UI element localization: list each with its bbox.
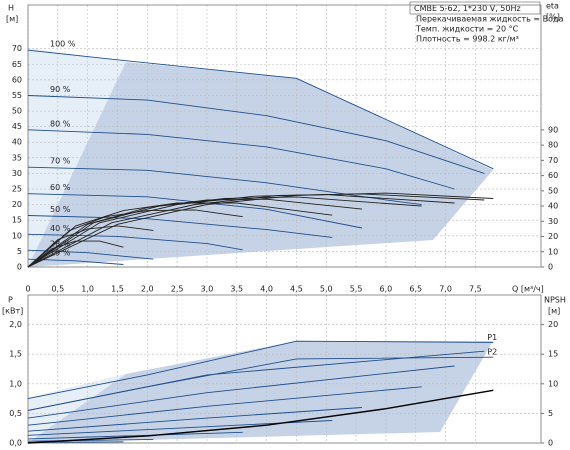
y2-tick-label: 0 [548, 263, 553, 272]
y-tick-label: 45 [12, 122, 22, 131]
series-line [27, 209, 243, 268]
speed-label: 80 % [50, 119, 71, 128]
y-tick-label: 65 [12, 60, 22, 69]
series-line [27, 166, 422, 206]
speed-label: 19 % [50, 249, 71, 258]
y-tick-label: 40 [12, 138, 22, 147]
x-tick-label: 7,5 [469, 285, 482, 294]
y-tick-label: 2,0 [9, 320, 22, 329]
y2-tick-label: 15 [548, 350, 558, 359]
power-area [28, 341, 493, 443]
annotation: Плотность = 998.2 кг/м³ [416, 35, 519, 44]
series-line [27, 249, 154, 260]
annotation: Перекачиваемая жидкость = Вода [416, 15, 564, 24]
y2-tick-label: 90 [548, 125, 558, 134]
speed-label: 50 % [50, 205, 71, 214]
speed-label: 60 % [50, 183, 71, 192]
y-unit: [кВт] [2, 307, 23, 316]
y2-tick-label: 40 [548, 202, 558, 211]
y-label: H [8, 4, 14, 13]
speed-label: 90 % [50, 85, 71, 94]
series-line [27, 340, 494, 400]
x-tick-label: 3,5 [230, 285, 243, 294]
series-line [27, 407, 363, 432]
y2-tick-label: 0 [548, 439, 553, 448]
y2-label: NPSH [544, 296, 566, 305]
y2-tick-label: 30 [548, 217, 558, 226]
x-tick-label: 5,5 [350, 285, 363, 294]
y2-tick-label: 10 [548, 247, 558, 256]
x-tick-label: 0 [25, 285, 30, 294]
series-line [27, 240, 124, 268]
y-tick-label: 25 [12, 185, 22, 194]
y2-tick-label: 5 [548, 409, 553, 418]
x-tick-label: 6,5 [409, 285, 422, 294]
x-tick-label: 4,5 [290, 285, 303, 294]
speed-label: 70 % [50, 157, 71, 166]
x-tick-label: 4,0 [260, 285, 273, 294]
series-line [27, 49, 494, 170]
series-line [27, 194, 455, 268]
y2-tick-label: 20 [548, 232, 558, 241]
series-label: P1 [487, 333, 497, 342]
series-line [27, 438, 154, 442]
power-area-light [28, 374, 126, 443]
y-tick-label: 0,0 [9, 439, 22, 448]
series-line [27, 386, 422, 426]
x-tick-label: 7,0 [439, 285, 452, 294]
y-tick-label: 20 [12, 200, 22, 209]
y2-tick-label: 50 [548, 186, 558, 195]
series-line [27, 225, 154, 268]
y2-tick-label: 10 [548, 379, 558, 388]
series-line [27, 365, 455, 419]
y2-unit: [%] [546, 13, 560, 22]
series-label: P2 [487, 348, 497, 357]
operating-area-light [28, 48, 126, 267]
series-line [27, 389, 494, 444]
y-tick-label: 50 [12, 107, 22, 116]
plot-frame [27, 294, 542, 444]
x-tick-label: 3,0 [201, 285, 214, 294]
series-line [27, 350, 485, 411]
y-tick-label: 1,0 [9, 379, 22, 388]
speed-label: 40 % [50, 224, 71, 233]
x-tick-label: 6,0 [380, 285, 393, 294]
x-tick-label: 2,0 [141, 285, 154, 294]
y-tick-label: 0,5 [9, 409, 22, 418]
series-line [27, 129, 455, 190]
y-tick-label: 70 [12, 44, 22, 53]
y-label: P [8, 296, 13, 305]
y-tick-label: 0 [17, 263, 22, 272]
x-label: Q [м³/ч] [512, 285, 544, 294]
series-line [27, 215, 333, 238]
series-line [27, 95, 485, 174]
series-line [27, 192, 494, 268]
series-line [27, 198, 363, 268]
y-unit: [м] [6, 15, 18, 24]
y-tick-label: 35 [12, 153, 22, 162]
y-tick-label: 60 [12, 75, 22, 84]
speed-label: 100 % [50, 40, 76, 49]
y-tick-label: 55 [12, 91, 22, 100]
annotation: Темп. жидкости = 20 °C [415, 25, 519, 34]
y2-unit: [м] [548, 307, 560, 316]
plot-frame [27, 4, 542, 268]
y2-tick-label: 20 [548, 320, 558, 329]
y2-tick-label: 70 [548, 156, 558, 165]
y2-tick-label: 80 [548, 141, 558, 150]
chart-title: CMBE 5-62, 1*230 V, 50Hz [414, 4, 521, 13]
y-tick-label: 1,5 [9, 350, 22, 359]
y-tick-label: 5 [17, 247, 22, 256]
y-tick-label: 10 [12, 231, 22, 240]
y-tick-label: 30 [12, 169, 22, 178]
x-tick-label: 2,5 [171, 285, 184, 294]
y2-tick-label: 60 [548, 171, 558, 180]
x-tick-label: 1,0 [81, 285, 94, 294]
x-tick-label: 0,5 [51, 285, 64, 294]
x-tick-label: 1,5 [111, 285, 124, 294]
y-tick-label: 15 [12, 216, 22, 225]
x-tick-label: 5,0 [320, 285, 333, 294]
y2-label: eta [546, 2, 559, 11]
